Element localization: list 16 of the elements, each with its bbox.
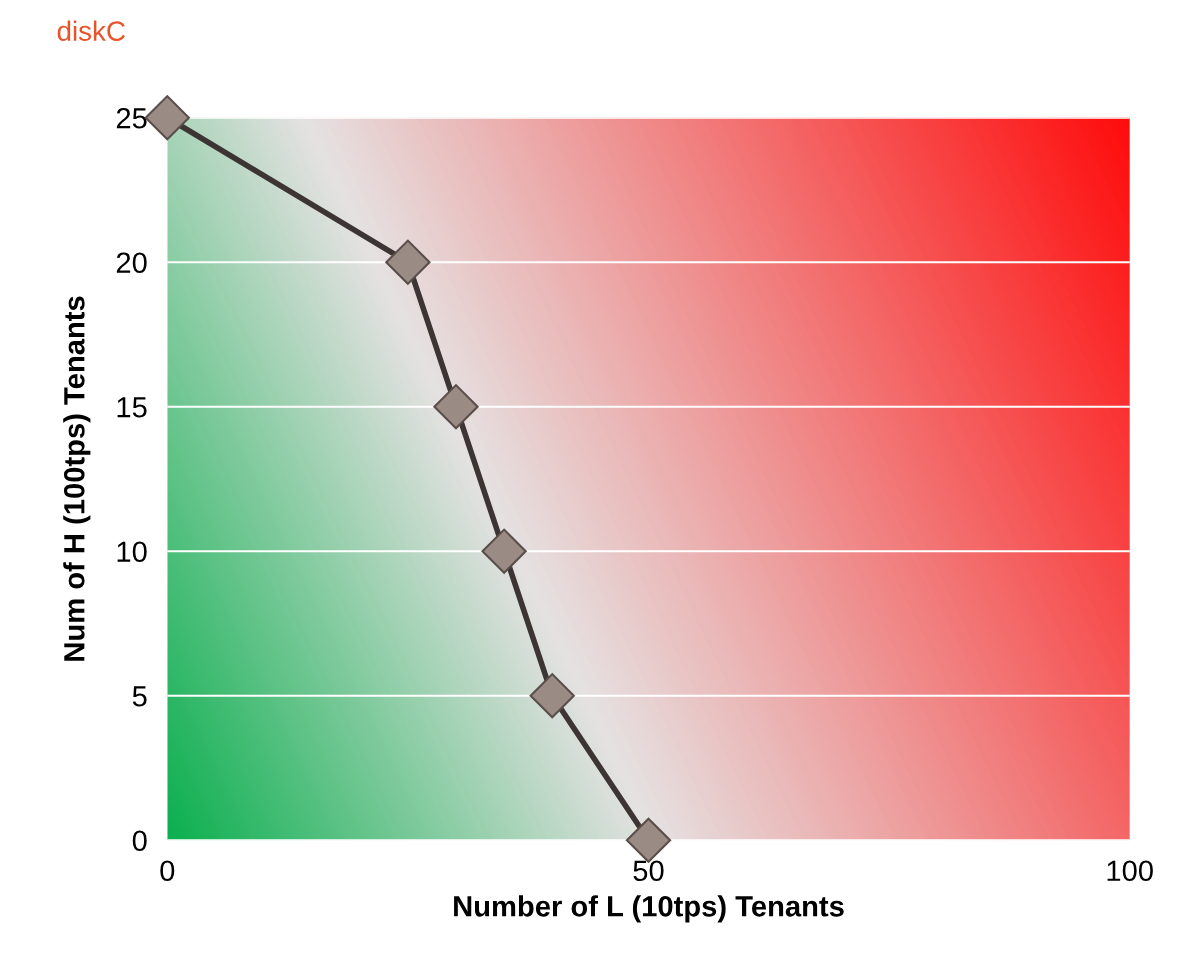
y-axis-title: Num of H (100tps) Tenants <box>63 296 91 661</box>
point <box>529 673 575 719</box>
y-tick-label: 25 <box>116 107 147 129</box>
x-tick-label: 50 <box>633 860 664 882</box>
point <box>481 528 527 574</box>
y-tick-label: 5 <box>132 686 147 707</box>
x-tick-label: 100 <box>1107 860 1153 882</box>
y-tick-label: 0 <box>132 830 147 852</box>
y-tick-label: 15 <box>117 397 147 418</box>
x-axis-title: Number of L (10tps) Tenants <box>454 895 844 923</box>
chart-title: diskC <box>57 20 125 41</box>
y-tick-label: 20 <box>116 252 147 274</box>
y-tick-label: 10 <box>117 541 147 563</box>
x-tick-label: 0 <box>160 860 175 882</box>
point <box>433 384 479 430</box>
point <box>385 239 431 285</box>
